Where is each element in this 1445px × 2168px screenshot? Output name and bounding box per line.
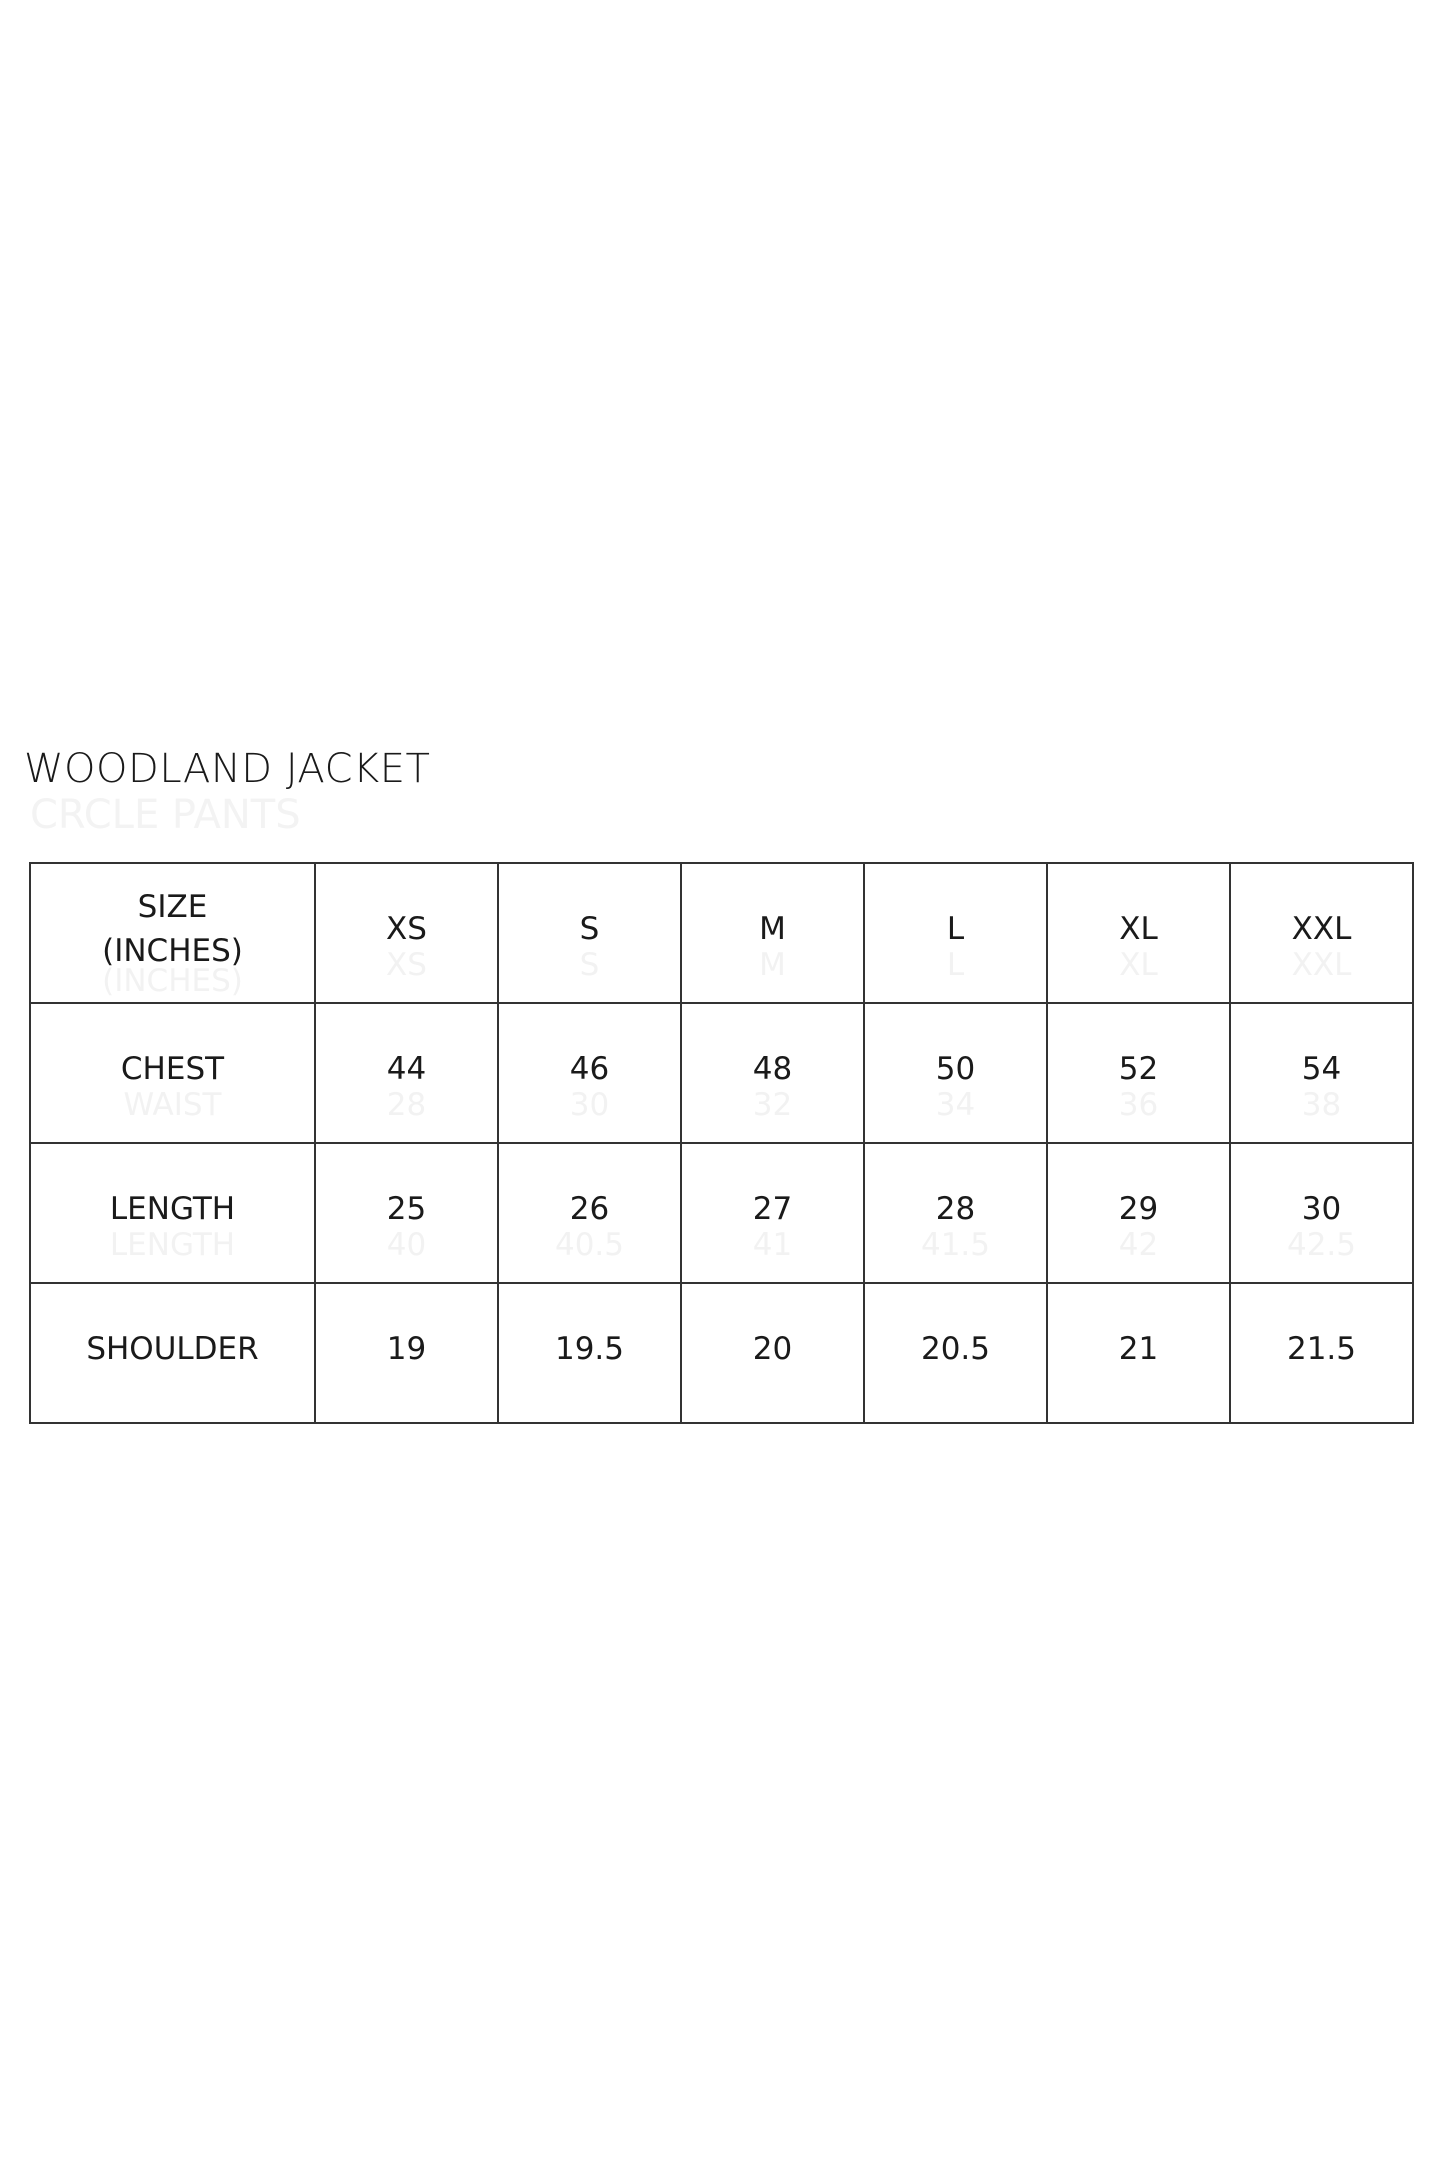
table-row: CHEST WAIST 44 28 46 30 48 32 50 34 52 36 54 38 [29, 1002, 1414, 1144]
size-header-cell: XL XL [1046, 862, 1231, 1004]
ghost-text: XS [386, 947, 427, 983]
ghost-text: S [579, 947, 600, 983]
measurement-cell: 44 28 [314, 1002, 499, 1144]
header-label-line: SIZE [137, 889, 208, 925]
ghost-text: 28 [386, 1087, 427, 1123]
ghost-text: WAIST [123, 1087, 222, 1123]
row-label: LENGTH [109, 1191, 236, 1227]
row-label-cell: CHEST WAIST [29, 1002, 316, 1144]
ghost-text: LENGTH [109, 1227, 236, 1263]
size-label: XXL [1291, 911, 1352, 947]
measurement-cell: 27 41 [680, 1142, 865, 1284]
table-row: SHOULDER 19 19.5 20 20.5 21 21.5 [29, 1282, 1414, 1424]
size-label: S [579, 911, 600, 947]
measurement-value: 21.5 [1286, 1331, 1357, 1367]
header-label-line: (INCHES) [102, 933, 243, 969]
ghost-text: M [759, 947, 786, 983]
measurement-cell: 21.5 [1229, 1282, 1414, 1424]
ghost-text: 40 [386, 1227, 427, 1263]
ghost-text: 41 [752, 1227, 793, 1263]
ghost-text: 32 [752, 1087, 793, 1123]
measurement-value: 30 [1301, 1191, 1342, 1227]
measurement-value: 50 [935, 1051, 976, 1087]
measurement-cell: 30 42.5 [1229, 1142, 1414, 1284]
measurement-cell: 28 41.5 [863, 1142, 1048, 1284]
measurement-value: 20.5 [920, 1331, 991, 1367]
size-chart-table: SIZE (INCHES) (INCHES) XS XS S S M M L L XL XL XXL XXL… [29, 862, 1414, 1424]
ghost-text: L [946, 947, 965, 983]
ghost-text: 40.5 [554, 1227, 625, 1263]
measurement-cell: 25 40 [314, 1142, 499, 1284]
measurement-cell: 26 40.5 [497, 1142, 682, 1284]
ghost-text: 41.5 [920, 1227, 991, 1263]
measurement-value: 21 [1118, 1331, 1159, 1367]
ghost-text: XL [1119, 947, 1158, 983]
measurement-value: 19 [386, 1331, 427, 1367]
measurement-cell: 52 36 [1046, 1002, 1231, 1144]
measurement-value: 25 [386, 1191, 427, 1227]
ghost-text: 36 [1118, 1087, 1159, 1123]
ghost-text: XXL [1291, 947, 1352, 983]
measurement-value: 52 [1118, 1051, 1159, 1087]
ghost-text: 30 [569, 1087, 610, 1123]
ghost-title: CRCLE PANTS [30, 792, 301, 838]
measurement-cell: 19.5 [497, 1282, 682, 1424]
row-label-cell: SHOULDER [29, 1282, 316, 1424]
size-header-cell: XS XS [314, 862, 499, 1004]
measurement-cell: 46 30 [497, 1002, 682, 1144]
size-label: M [759, 911, 786, 947]
header-row: SIZE (INCHES) (INCHES) XS XS S S M M L L XL XL XXL XXL [29, 862, 1414, 1004]
measurement-cell: 19 [314, 1282, 499, 1424]
measurement-value: 46 [569, 1051, 610, 1087]
measurement-cell: 54 38 [1229, 1002, 1414, 1144]
measurement-value: 19.5 [554, 1331, 625, 1367]
measurement-cell: 48 32 [680, 1002, 865, 1144]
ghost-text: 42 [1118, 1227, 1159, 1263]
measurement-cell: 21 [1046, 1282, 1231, 1424]
table-row: LENGTH LENGTH 25 40 26 40.5 27 41 28 41.5 29 42 30 42… [29, 1142, 1414, 1284]
measurement-cell: 20.5 [863, 1282, 1048, 1424]
ghost-text: 38 [1301, 1087, 1342, 1123]
measurement-value: 20 [752, 1331, 793, 1367]
size-label: XL [1119, 911, 1158, 947]
measurement-value: 48 [752, 1051, 793, 1087]
size-label: XS [386, 911, 427, 947]
measurement-value: 28 [935, 1191, 976, 1227]
measurement-value: 26 [569, 1191, 610, 1227]
product-title: WOODLAND JACKET [24, 746, 431, 792]
measurement-value: 29 [1118, 1191, 1159, 1227]
ghost-text: (INCHES) [102, 963, 243, 999]
row-label: SHOULDER [86, 1331, 259, 1367]
size-header-cell: XXL XXL [1229, 862, 1414, 1004]
header-label: SIZE (INCHES) [31, 885, 314, 973]
header-label-cell: SIZE (INCHES) (INCHES) [29, 862, 316, 1004]
ghost-text: 34 [935, 1087, 976, 1123]
row-label-cell: LENGTH LENGTH [29, 1142, 316, 1284]
measurement-value: 44 [386, 1051, 427, 1087]
measurement-cell: 29 42 [1046, 1142, 1231, 1284]
row-label: CHEST [120, 1051, 225, 1087]
ghost-text: 42.5 [1286, 1227, 1357, 1263]
measurement-value: 54 [1301, 1051, 1342, 1087]
size-label: L [946, 911, 965, 947]
measurement-cell: 50 34 [863, 1002, 1048, 1144]
measurement-cell: 20 [680, 1282, 865, 1424]
measurement-value: 27 [752, 1191, 793, 1227]
